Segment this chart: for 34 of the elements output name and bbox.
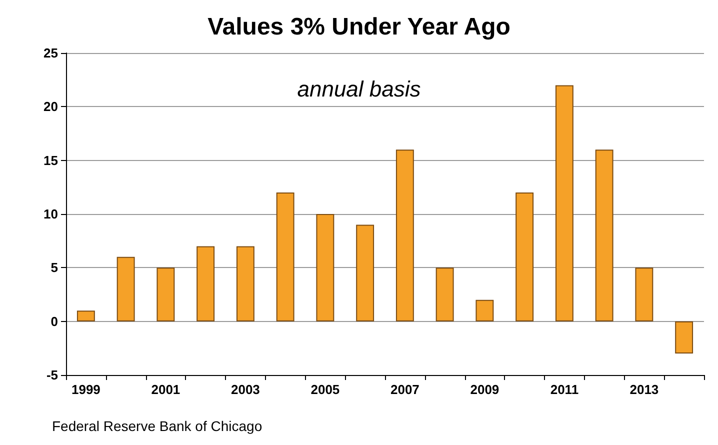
- bar: [196, 246, 215, 322]
- x-tick-label: 2013: [630, 382, 659, 397]
- bar: [396, 150, 414, 322]
- bar: [675, 321, 694, 354]
- x-tick-label: 2011: [550, 382, 579, 397]
- x-tick-label: 1999: [71, 382, 100, 397]
- bar: [595, 150, 614, 322]
- bar: [356, 224, 374, 322]
- bar: [555, 85, 574, 322]
- x-tick-label: 2009: [470, 382, 500, 397]
- bar: [156, 268, 175, 322]
- text: Federal Reserve Bank of Chicago: [52, 418, 262, 434]
- bar: [116, 256, 135, 322]
- y-tick-label: 0: [50, 314, 58, 329]
- y-tick-label: -5: [46, 368, 58, 382]
- chart-title: Values 3% Under Year Ago: [208, 14, 510, 40]
- y-tick-label: 5: [50, 260, 58, 276]
- bar: [316, 214, 334, 322]
- bar: [635, 268, 654, 322]
- bar: [476, 300, 494, 322]
- bar: [276, 192, 294, 322]
- y-tick-label: 20: [44, 99, 58, 114]
- bar: [516, 192, 534, 322]
- y-tick-label: 10: [44, 206, 58, 222]
- bar: [436, 268, 454, 322]
- y-tick-label: 25: [44, 46, 58, 60]
- x-tick-label: 2001: [151, 382, 180, 397]
- bar: [236, 246, 254, 322]
- y-tick-label: 15: [44, 152, 58, 168]
- x-tick-label: 2003: [230, 382, 260, 397]
- bar: [76, 310, 95, 322]
- text: annual basis: [297, 76, 421, 102]
- x-tick-label: 2007: [390, 382, 420, 397]
- x-tick-label: 2005: [310, 382, 340, 397]
